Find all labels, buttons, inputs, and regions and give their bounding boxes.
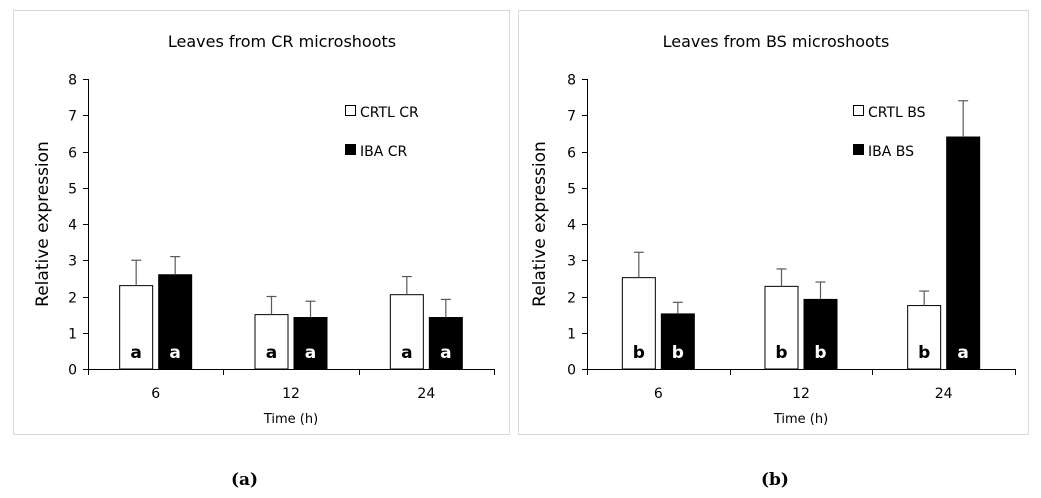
y-tick-label: 3	[567, 254, 576, 270]
y-tick-label: 5	[567, 182, 576, 198]
caption-a: (a)	[231, 470, 259, 490]
bar	[389, 294, 424, 370]
x-tick-label: 6	[151, 386, 160, 402]
y-tick-label: 5	[68, 182, 77, 198]
chart-title: Leaves from CR microshoots	[168, 32, 396, 51]
bar	[158, 274, 193, 370]
significance-letter: a	[440, 343, 451, 363]
chart-title: Leaves from BS microshoots	[663, 32, 890, 51]
legend-swatch	[853, 105, 864, 116]
y-tick-label: 8	[567, 73, 576, 89]
x-tick-label: 12	[792, 386, 810, 402]
y-tick-label: 1	[68, 327, 77, 343]
x-tick-label: 24	[935, 386, 953, 402]
y-tick-label: 4	[68, 218, 77, 234]
legend-label: IBA CR	[360, 144, 408, 160]
significance-letter: a	[401, 343, 412, 363]
bar	[119, 285, 154, 370]
y-tick-label: 8	[68, 73, 77, 89]
bar	[803, 298, 838, 370]
bar	[254, 314, 289, 370]
y-axis-label: Relative expression	[33, 141, 53, 307]
y-tick-label: 6	[68, 146, 77, 162]
y-tick-label: 0	[68, 363, 77, 379]
x-tick-label: 6	[654, 386, 663, 402]
legend-label: CRTL CR	[360, 105, 419, 121]
y-tick-label: 7	[567, 109, 576, 125]
bar	[660, 313, 695, 370]
y-tick-label: 0	[567, 363, 576, 379]
x-tick-label: 24	[417, 386, 435, 402]
bar	[621, 277, 656, 370]
y-tick-label: 2	[68, 291, 77, 307]
y-tick-label: 1	[567, 327, 576, 343]
significance-letter: a	[305, 343, 316, 363]
panel-frame	[13, 10, 510, 435]
x-axis-label: Time (h)	[263, 412, 318, 427]
bar	[946, 136, 981, 370]
y-tick-label: 7	[68, 109, 77, 125]
legend-swatch	[345, 144, 356, 155]
chart-panel-a: Leaves from CR microshoots012345678Relat…	[13, 10, 510, 435]
legend-label: IBA BS	[868, 144, 914, 160]
significance-letter: a	[169, 343, 180, 363]
legend-swatch	[853, 144, 864, 155]
legend-label: CRTL BS	[868, 105, 926, 121]
y-tick-label: 4	[567, 218, 576, 234]
chart-panel-b: Leaves from BS microshoots012345678Relat…	[518, 10, 1029, 435]
significance-letter: b	[775, 343, 787, 363]
x-tick-label: 12	[282, 386, 300, 402]
significance-letter: b	[633, 343, 645, 363]
x-axis-label: Time (h)	[773, 412, 828, 427]
y-tick-label: 2	[567, 291, 576, 307]
y-tick-label: 6	[567, 146, 576, 162]
significance-letter: a	[130, 343, 141, 363]
significance-letter: b	[814, 343, 826, 363]
significance-letter: a	[266, 343, 277, 363]
caption-b: (b)	[761, 470, 789, 490]
legend-swatch	[345, 105, 356, 116]
y-axis-label: Relative expression	[530, 141, 550, 307]
significance-letter: a	[957, 343, 968, 363]
y-tick-label: 3	[68, 254, 77, 270]
significance-letter: b	[918, 343, 930, 363]
significance-letter: b	[672, 343, 684, 363]
